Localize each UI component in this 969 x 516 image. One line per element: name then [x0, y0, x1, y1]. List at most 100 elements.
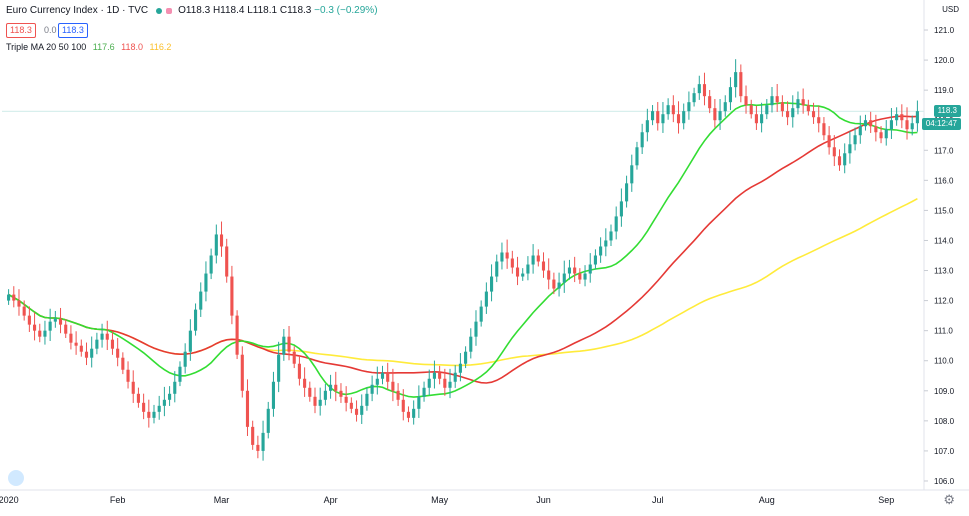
candle-body	[209, 255, 213, 274]
candle-body	[100, 333, 104, 340]
tradingview-logo-icon[interactable]	[8, 470, 24, 486]
candle-body	[443, 378, 447, 388]
candle-body	[391, 381, 395, 391]
candle-body	[645, 120, 649, 133]
candle-body	[910, 123, 914, 130]
candle-body	[650, 111, 655, 121]
time-axis: 2020FebMarAprMayJunJulAugSepOct	[0, 489, 969, 505]
candle-body	[95, 339, 99, 349]
candle-body	[282, 336, 286, 355]
y-tick-label: 117.0	[934, 146, 954, 155]
candle-body	[557, 282, 561, 289]
candle-body	[422, 387, 426, 397]
ask-price[interactable]: 118.3	[58, 23, 88, 38]
y-tick-label: 120.0	[934, 56, 955, 65]
candle-body	[48, 321, 52, 331]
candle-body	[105, 333, 109, 340]
y-tick-label: 110.0	[934, 357, 954, 366]
symbol-title[interactable]: Euro Currency Index · 1D · TVC	[6, 5, 149, 16]
candle-body	[583, 273, 587, 280]
candle-body	[173, 381, 177, 394]
y-tick-label: 109.0	[934, 387, 955, 396]
x-tick-label: May	[431, 495, 449, 505]
candle-body	[349, 402, 353, 409]
candle-body	[380, 372, 385, 379]
candle-body	[656, 111, 660, 124]
candle-body	[417, 396, 421, 409]
triple-ma-legend[interactable]: Triple MA 20 50 100 117.6 118.0 116.2	[6, 42, 175, 52]
candle-body	[495, 261, 499, 277]
flag-icon[interactable]	[166, 7, 173, 14]
candle-body	[744, 96, 748, 106]
y-tick-label: 119.0	[934, 86, 954, 95]
currency-label: USD	[942, 5, 959, 14]
chart-header: Euro Currency Index · 1D · TVC O118.3 H1…	[6, 5, 378, 16]
candle-body	[619, 201, 623, 217]
candles	[7, 59, 919, 461]
x-tick-label: Aug	[759, 495, 775, 505]
candle-body	[74, 342, 78, 346]
y-tick-label: 107.0	[934, 447, 955, 456]
ohlc-values: O118.3 H118.4 L118.1 C118.3 −0.3 (−0.29%…	[178, 5, 377, 16]
candle-body	[344, 396, 348, 403]
candle-body	[168, 393, 172, 400]
candle-body	[671, 105, 675, 115]
candle-body	[827, 135, 831, 148]
candle-body	[791, 108, 795, 118]
candle-body	[889, 120, 893, 130]
candle-body	[515, 267, 520, 277]
candle-body	[900, 114, 904, 121]
bid-price[interactable]: 118.3	[6, 23, 36, 38]
candle-body	[266, 408, 270, 433]
candle-body	[510, 258, 514, 268]
candle-body	[33, 324, 37, 331]
candle-body	[770, 96, 774, 106]
candle-body	[728, 87, 733, 103]
candle-body	[240, 354, 244, 391]
y-tick-label: 106.0	[934, 477, 955, 486]
candle-body	[375, 378, 379, 385]
candle-body	[313, 396, 317, 406]
candle-body	[879, 132, 883, 139]
y-tick-label: 113.0	[934, 267, 954, 276]
ma100-value: 116.2	[149, 42, 172, 52]
candle-body	[786, 111, 790, 118]
candle-body	[484, 291, 488, 307]
candle-body	[448, 381, 452, 388]
candle-body	[723, 102, 727, 112]
y-tick-label: 121.0	[934, 26, 955, 35]
candle-body	[806, 105, 810, 112]
candle-body	[692, 93, 696, 103]
y-tick-label: 112.0	[934, 297, 954, 306]
candle-body	[661, 114, 665, 124]
settings-gear-icon[interactable]: ⚙	[943, 492, 955, 507]
candle-body	[178, 366, 182, 382]
candle-body	[863, 120, 868, 127]
candle-body	[676, 114, 681, 124]
candle-body	[625, 183, 629, 202]
candle-body	[734, 72, 738, 88]
candle-body	[323, 390, 327, 400]
x-tick-label: Mar	[214, 495, 230, 505]
candle-body	[53, 318, 57, 322]
candle-body	[339, 390, 343, 397]
candle-body	[230, 276, 234, 316]
candle-body	[578, 273, 582, 280]
y-tick-label: 115.0	[934, 206, 954, 215]
candle-body	[682, 111, 686, 124]
candle-body	[837, 156, 842, 166]
candle-body	[360, 405, 364, 415]
candle-body	[38, 330, 42, 337]
x-tick-label: Jun	[536, 495, 551, 505]
candle-body	[43, 330, 47, 337]
candle-body	[905, 120, 909, 130]
candle-body	[84, 351, 89, 358]
candle-body	[370, 384, 374, 394]
candle-body	[848, 144, 852, 154]
candle-body	[193, 309, 198, 331]
indicator-name: Triple MA 20 50 100	[6, 42, 87, 52]
candle-body	[204, 273, 208, 292]
candle-body	[235, 315, 239, 355]
